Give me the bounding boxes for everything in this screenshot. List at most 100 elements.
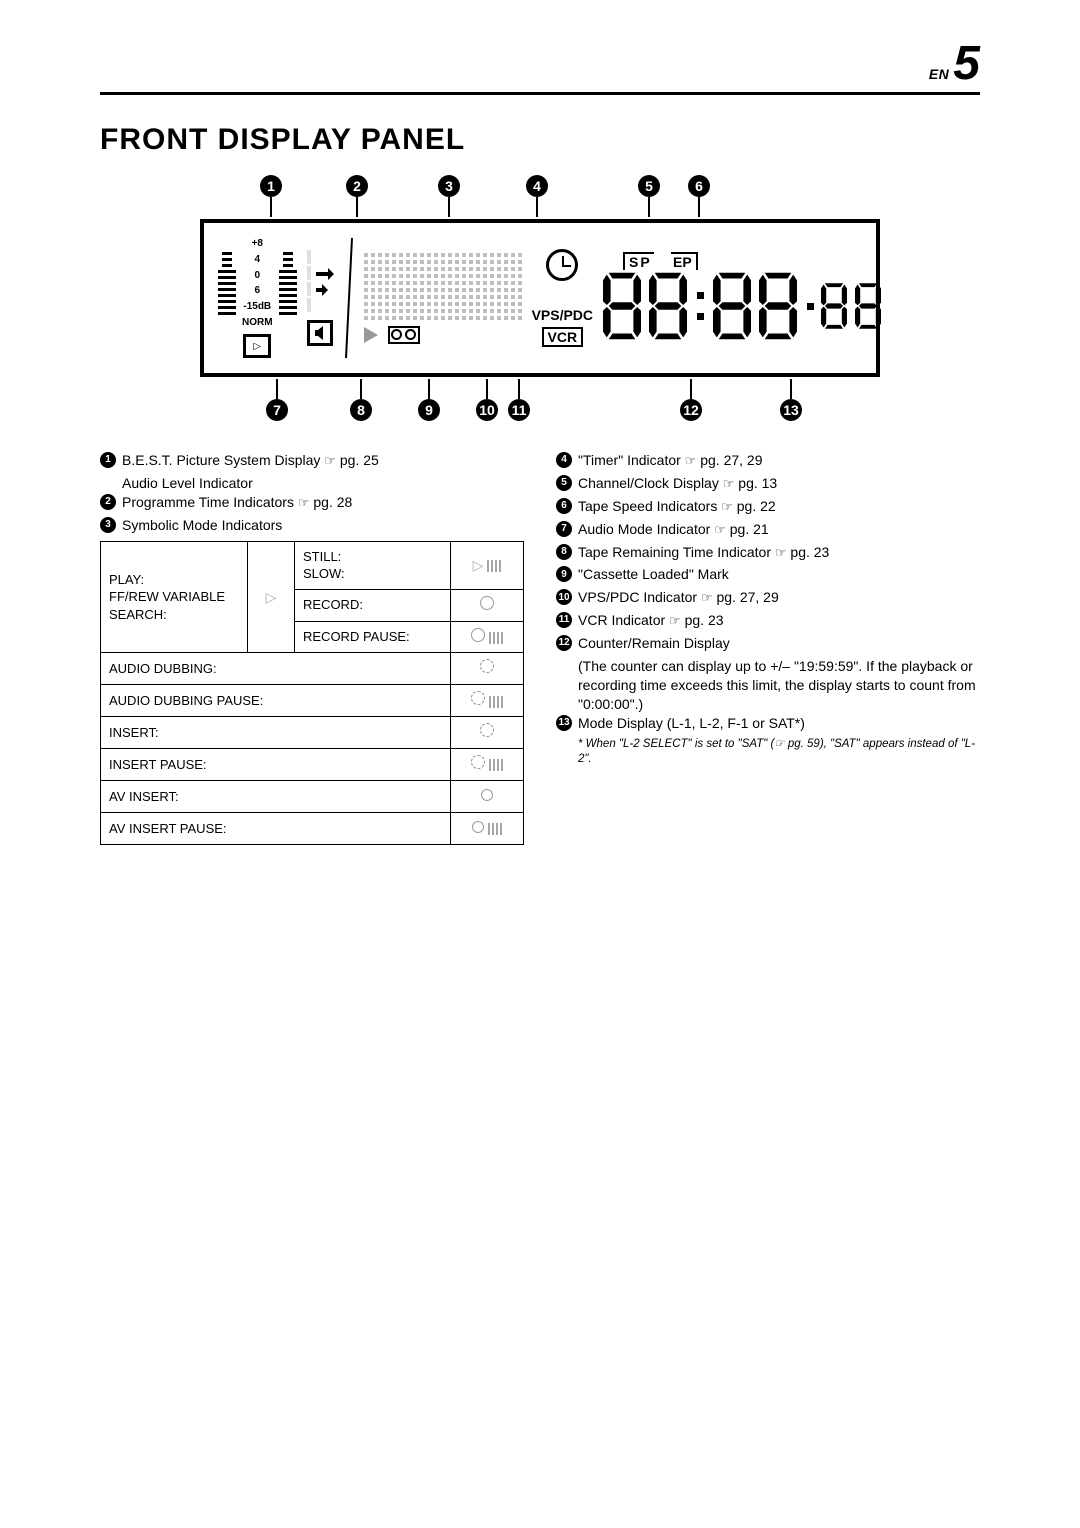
- colon: [695, 292, 705, 320]
- callout-11: 11: [508, 399, 530, 421]
- entry-text: Tape Remaining Time Indicator ☞ pg. 23: [578, 543, 829, 562]
- remaining-time-icon: [307, 320, 333, 346]
- counter-display: SP EP: [603, 256, 881, 340]
- insert-icon: [480, 723, 494, 737]
- num-bullet: 13: [556, 715, 572, 731]
- scale-label: -15dB: [242, 301, 273, 312]
- entry-text: Symbolic Mode Indicators: [122, 516, 282, 535]
- callout-8: 8: [350, 399, 372, 421]
- ref-icon: ☞: [324, 452, 336, 470]
- content-columns: 1 B.E.S.T. Picture System Display ☞ pg. …: [100, 451, 980, 845]
- row-label: INSERT PAUSE:: [109, 757, 207, 772]
- ref-icon: ☞: [701, 589, 713, 607]
- num-bullet: 9: [556, 566, 572, 582]
- colon: [805, 303, 815, 310]
- page-title: FRONT DISPLAY PANEL: [100, 123, 980, 157]
- entry-text: Channel/Clock Display ☞ pg. 13: [578, 474, 777, 493]
- av-insert-pause-icon: [472, 821, 484, 833]
- entry-text: Programme Time Indicators ☞ pg. 28: [122, 493, 352, 512]
- right-column: 4 "Timer" Indicator ☞ pg. 27, 29 5 Channe…: [556, 451, 980, 845]
- digit: [603, 272, 641, 340]
- callout-3: 3: [438, 175, 460, 197]
- audio-dub-icon: [480, 659, 494, 673]
- record-pause-icon: [471, 628, 485, 642]
- entry-footnote: * When "L-2 SELECT" is set to "SAT" (☞ p…: [578, 737, 980, 768]
- row-label: AUDIO DUBBING:: [109, 661, 217, 676]
- sp-indicator: SP: [623, 252, 654, 270]
- num-bullet: 5: [556, 475, 572, 491]
- entry-text: Audio Mode Indicator ☞ pg. 21: [578, 520, 769, 539]
- av-insert-icon: [481, 789, 493, 801]
- entry-text: Mode Display (L-1, L-2, F-1 or SAT*): [578, 714, 805, 733]
- page-header: EN 5: [100, 40, 980, 95]
- row-label: RECORD PAUSE:: [303, 629, 410, 644]
- num-bullet: 1: [100, 452, 116, 468]
- num-bullet: 12: [556, 635, 572, 651]
- left-column: 1 B.E.S.T. Picture System Display ☞ pg. …: [100, 451, 524, 845]
- num-bullet: 2: [100, 494, 116, 510]
- vps-pdc-label: VPS/PDC: [532, 307, 593, 323]
- callout-10: 10: [476, 399, 498, 421]
- row-label: AV INSERT PAUSE:: [109, 821, 227, 836]
- record-icon: [480, 596, 494, 610]
- cassette-loaded-icon: [388, 326, 420, 344]
- play-symbol-icon: ▷: [266, 589, 277, 605]
- callout-13: 13: [780, 399, 802, 421]
- lang-label: EN: [929, 66, 949, 82]
- arrows-icon: [314, 266, 334, 296]
- ref-icon: ☞: [721, 498, 733, 516]
- entry-text: "Cassette Loaded" Mark: [578, 565, 729, 584]
- entry-text: VCR Indicator ☞ pg. 23: [578, 611, 724, 630]
- top-callouts: 1 2 3 4 5 6: [200, 175, 880, 219]
- entry-text: B.E.S.T. Picture System Display ☞ pg. 25: [122, 451, 379, 470]
- callout-12: 12: [680, 399, 702, 421]
- entry-text: Tape Speed Indicators ☞ pg. 22: [578, 497, 776, 516]
- callout-9: 9: [418, 399, 440, 421]
- still-slow-icon: ▷: [473, 557, 484, 573]
- num-bullet: 8: [556, 544, 572, 560]
- play-block: PLAY:FF/REW VARIABLE SEARCH:: [109, 572, 225, 622]
- num-bullet: 4: [556, 452, 572, 468]
- callout-4: 4: [526, 175, 548, 197]
- num-bullet: 3: [100, 517, 116, 533]
- center-indicators: VPS/PDC VCR: [532, 249, 593, 347]
- scale-label: 6: [242, 285, 273, 296]
- row-label: AV INSERT:: [109, 789, 179, 804]
- display-panel: +8 4 0 6 -15dB NORM ▷: [200, 219, 880, 377]
- scale-label: NORM: [242, 317, 273, 328]
- scale-label: 0: [242, 270, 273, 281]
- num-bullet: 11: [556, 612, 572, 628]
- audio-level-meter: +8 4 0 6 -15dB NORM ▷: [218, 238, 297, 358]
- entry-subtext: (The counter can display up to +/– "19:5…: [578, 657, 980, 714]
- scale-label: 4: [242, 254, 273, 265]
- ref-icon: ☞: [714, 521, 726, 539]
- callout-1: 1: [260, 175, 282, 197]
- callout-7: 7: [266, 399, 288, 421]
- digit-small: [821, 283, 847, 329]
- callout-5: 5: [638, 175, 660, 197]
- audio-dub-pause-icon: [471, 691, 485, 705]
- vcr-label: VCR: [542, 327, 584, 347]
- ref-icon: ☞: [685, 452, 697, 470]
- digit: [649, 272, 687, 340]
- programme-time-indicators: [307, 250, 334, 346]
- digit: [713, 272, 751, 340]
- entry-text: "Timer" Indicator ☞ pg. 27, 29: [578, 451, 763, 470]
- ref-icon: ☞: [723, 475, 735, 493]
- digit-small: [855, 283, 881, 329]
- display-panel-diagram: 1 2 3 4 5 6 +8 4 0: [200, 175, 880, 421]
- digit: [759, 272, 797, 340]
- timer-icon: [546, 249, 578, 281]
- divider: [344, 238, 354, 358]
- entry-subtext: Audio Level Indicator: [122, 474, 524, 493]
- num-bullet: 10: [556, 589, 572, 605]
- play-icon: [364, 327, 378, 343]
- row-label: RECORD:: [303, 597, 363, 612]
- ep-indicator: EP: [671, 252, 698, 270]
- symbolic-mode-table: PLAY:FF/REW VARIABLE SEARCH: ▷ STILL:SLO…: [100, 541, 524, 845]
- callout-2: 2: [346, 175, 368, 197]
- num-bullet: 7: [556, 521, 572, 537]
- page-number: 5: [953, 40, 980, 88]
- ref-icon: ☞: [775, 544, 787, 562]
- entry-text: Counter/Remain Display: [578, 634, 730, 653]
